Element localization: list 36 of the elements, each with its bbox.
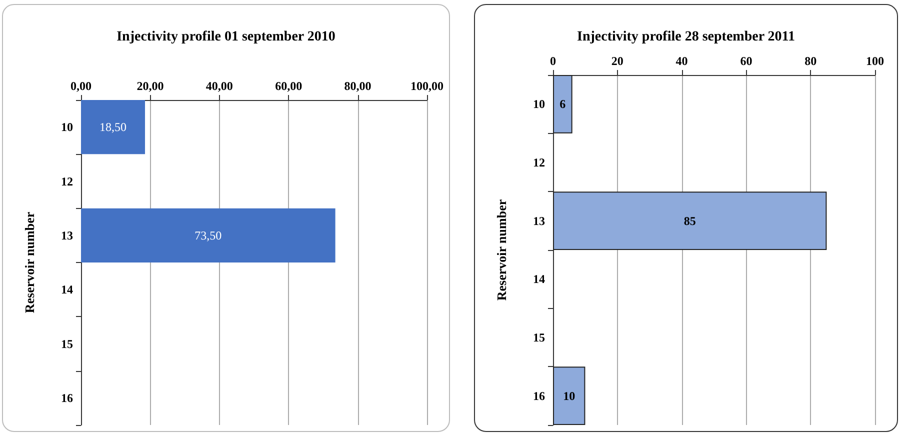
y-axis-title: Reservoir number xyxy=(494,199,509,301)
y-tick-label: 12 xyxy=(61,174,73,188)
x-tick-label: 60,00 xyxy=(275,79,302,93)
y-axis-title: Reservoir number xyxy=(22,212,37,314)
x-tick-label: 0 xyxy=(550,54,556,68)
x-tick-label: 80 xyxy=(804,54,817,68)
x-tick-label: 20 xyxy=(611,54,624,68)
y-tick-label: 14 xyxy=(61,282,73,297)
x-tick-label: 80,00 xyxy=(344,79,372,93)
chart-title: Injectivity profile 28 september 2011 xyxy=(576,30,796,44)
bar xyxy=(553,366,586,425)
x-tick-label: 40,00 xyxy=(206,79,233,93)
y-tick-label: 16 xyxy=(61,390,73,405)
y-tick-label: 12 xyxy=(533,156,545,170)
bar xyxy=(553,75,572,134)
x-tick-label: 20,00 xyxy=(136,79,164,93)
data-label: 18,50 xyxy=(100,120,127,134)
data-label: 85 xyxy=(684,214,696,228)
y-tick-label: 15 xyxy=(61,336,73,351)
x-tick-label: 0,00 xyxy=(70,79,92,93)
y-tick-label: 10 xyxy=(61,120,73,134)
data-label: 6 xyxy=(560,97,566,112)
x-tick-label: 100,00 xyxy=(410,79,444,93)
y-tick-label: 13 xyxy=(533,214,545,228)
y-tick-label: 16 xyxy=(533,388,545,403)
data-label: 10 xyxy=(563,388,576,403)
y-tick-label: 10 xyxy=(533,97,545,112)
y-tick-label: 15 xyxy=(533,330,545,344)
bar xyxy=(553,192,827,250)
chart-title: Injectivity profile 01 september 2010 xyxy=(116,30,336,44)
y-tick-label: 13 xyxy=(61,228,73,242)
data-label: 73,50 xyxy=(194,228,222,242)
x-tick-label: 40 xyxy=(676,54,688,68)
x-tick-label: 60 xyxy=(740,54,752,68)
y-tick-label: 14 xyxy=(533,272,545,286)
x-tick-label: 100 xyxy=(866,54,884,68)
